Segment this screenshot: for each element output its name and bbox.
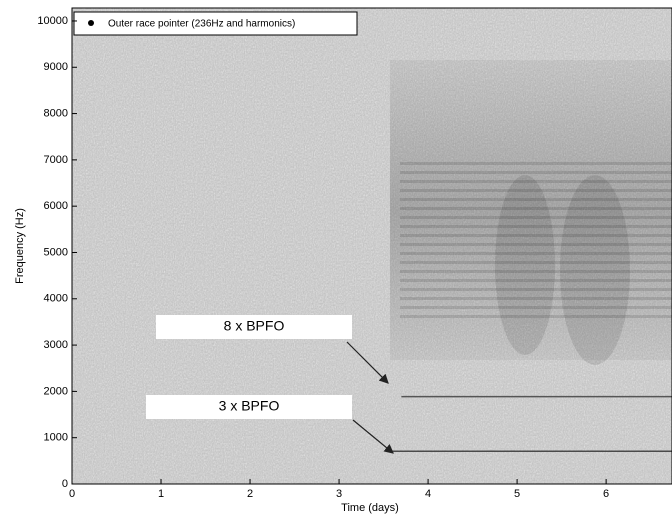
- y-tick-label: 0: [62, 478, 68, 490]
- y-tick-label: 6000: [44, 200, 68, 212]
- plot-frame: [71, 7, 672, 485]
- x-axis-label: Time (days): [341, 502, 399, 514]
- marks: [392, 395, 672, 452]
- annotation-arrow: [352, 419, 394, 454]
- energy-lines: [400, 160, 672, 320]
- y-tick-label: 10000: [37, 15, 68, 27]
- energy-blob: [495, 175, 555, 355]
- x-tick-label: 0: [69, 488, 75, 500]
- y-tick-label: 2000: [44, 385, 68, 397]
- y-tick-label: 8000: [44, 107, 68, 119]
- y-tick-label: 1000: [44, 432, 68, 444]
- x-tick-label: 5: [514, 488, 520, 500]
- legend-text: Outer race pointer (236Hz and harmonics): [108, 19, 295, 30]
- y-tick-label: 3000: [44, 339, 68, 351]
- x-tick-label: 4: [425, 488, 431, 500]
- annotation-arrow: [346, 341, 389, 384]
- plot-area: [72, 8, 672, 484]
- y-axis-label: Frequency (Hz): [14, 208, 26, 284]
- y-tick-label: 7000: [44, 154, 68, 166]
- annotation: 8 x BPFO: [224, 318, 285, 334]
- y-tick-label: 5000: [44, 246, 68, 258]
- legend-box: [73, 11, 358, 36]
- x-tick-label: 3: [336, 488, 342, 500]
- x-tick-label: 2: [247, 488, 253, 500]
- x-tick-label: 6: [603, 488, 609, 500]
- annotation-box: [146, 395, 352, 419]
- energy-blob: [560, 175, 630, 365]
- legend-marker: [88, 20, 94, 26]
- y-tick-label: 9000: [44, 61, 68, 73]
- x-tick-label: 1: [158, 488, 164, 500]
- y-tick-label: 4000: [44, 293, 68, 305]
- annotation: 3 x BPFO: [219, 398, 280, 414]
- annotation-box: [156, 315, 352, 339]
